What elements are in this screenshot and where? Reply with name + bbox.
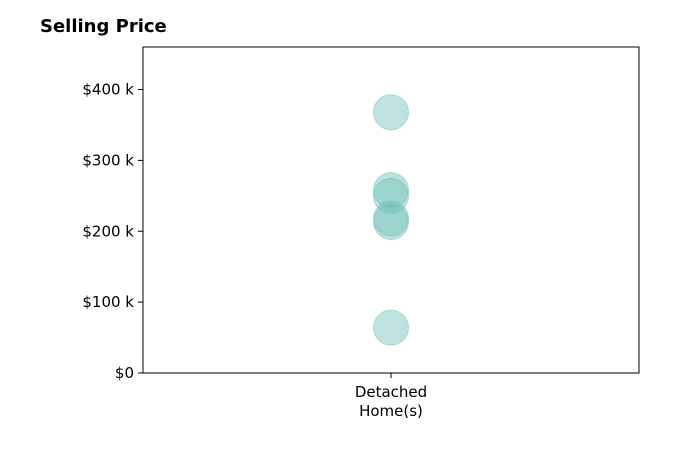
data-point (373, 172, 409, 209)
data-point (373, 309, 409, 346)
y-tick-label: $300 k (82, 151, 134, 169)
y-axis: $0 $100 k $200 k $300 k $400 k (82, 81, 143, 382)
x-tick-label: Detached Home(s) (355, 383, 427, 420)
y-tick-label: $0 (115, 364, 134, 382)
y-tick-label: $100 k (82, 293, 134, 311)
data-point (373, 94, 409, 131)
y-tick-label: $400 k (82, 81, 134, 99)
data-points (373, 94, 409, 346)
data-point (373, 204, 409, 241)
chart-title: Selling Price (40, 16, 167, 37)
data-point (373, 177, 409, 214)
y-tick-label: $200 k (82, 222, 134, 240)
x-axis: Detached Home(s) (355, 373, 427, 420)
